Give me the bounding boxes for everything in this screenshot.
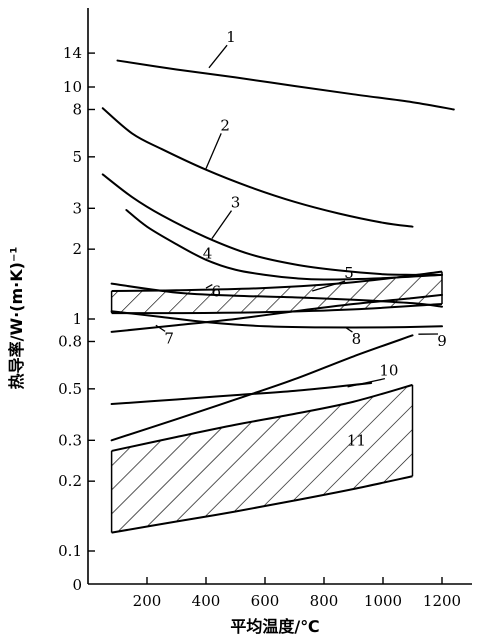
y-tick-label: 5 <box>72 148 82 166</box>
y-tick-label: 0.1 <box>58 542 82 560</box>
curve-7-leader <box>155 324 166 332</box>
curve-1-line <box>116 59 455 111</box>
curve-5-line <box>110 282 443 308</box>
band-11-lower-line <box>111 475 413 534</box>
curve-6-leader <box>205 283 213 289</box>
curve-10-label: 10 <box>379 362 398 380</box>
curve-9-line <box>110 334 414 442</box>
curve-8-line <box>110 310 443 329</box>
y-tick-label: 1 <box>72 310 82 328</box>
curve-3-leader <box>211 210 233 240</box>
y-tick-label: 0.5 <box>58 380 82 398</box>
band-6-lower-line <box>111 303 443 315</box>
x-tick-label: 400 <box>192 592 221 610</box>
x-tick-label: 1000 <box>364 592 402 610</box>
y-tick-label: 10 <box>63 78 82 96</box>
curve-9-label: 9 <box>437 332 447 350</box>
y-tick-label: 2 <box>72 240 82 258</box>
y-tick-label: 0.8 <box>58 332 82 350</box>
curve-1-label: 1 <box>226 28 236 46</box>
curve-10-line <box>110 381 373 406</box>
x-axis-title: 平均温度/℃ <box>230 617 319 636</box>
x-tick-label: 800 <box>310 592 339 610</box>
curve-2-label: 2 <box>220 116 230 134</box>
y-tick-label: 0.3 <box>58 431 82 449</box>
y-axis-title: 热导率/W·(m·K)⁻¹ <box>7 247 26 390</box>
curve-2-leader <box>205 133 222 169</box>
x-tick-label: 1200 <box>423 592 461 610</box>
curve-1-leader <box>208 44 228 69</box>
band-11-hatch <box>111 384 413 533</box>
curve-8-label: 8 <box>352 330 362 348</box>
curve-11-label: 11 <box>347 431 366 449</box>
curve-3-label: 3 <box>231 194 241 212</box>
curve-7-line <box>110 293 443 333</box>
curve-4-leader <box>211 261 222 267</box>
curve-4-label: 4 <box>203 245 213 263</box>
y-tick-label: 0.2 <box>58 472 82 490</box>
x-tick-label: 600 <box>251 592 280 610</box>
x-tick-label: 200 <box>133 592 162 610</box>
y-tick-label: 8 <box>72 100 82 118</box>
curve-3-line <box>101 173 443 276</box>
curve-10-leader <box>347 378 386 388</box>
curve-4-line <box>125 209 443 281</box>
curve-8-leader <box>344 326 353 333</box>
curve-6-label: 6 <box>212 283 222 301</box>
curve-2-line <box>101 107 414 228</box>
y-tick-label: 3 <box>72 199 82 217</box>
x-tick-label: 0 <box>72 576 82 594</box>
curve-7-label: 7 <box>164 329 174 347</box>
curve-5-label: 5 <box>344 264 354 282</box>
y-tick-label: 14 <box>63 44 82 62</box>
curve-5-leader <box>312 280 346 292</box>
band-11-upper-line <box>111 383 413 452</box>
